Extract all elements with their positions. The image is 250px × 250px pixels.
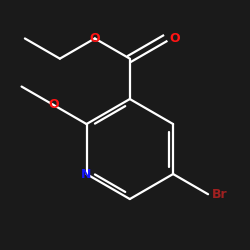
Text: O: O: [170, 32, 180, 45]
Text: O: O: [90, 32, 100, 45]
Text: Br: Br: [212, 188, 228, 201]
Text: N: N: [81, 168, 92, 180]
Text: O: O: [48, 98, 58, 111]
